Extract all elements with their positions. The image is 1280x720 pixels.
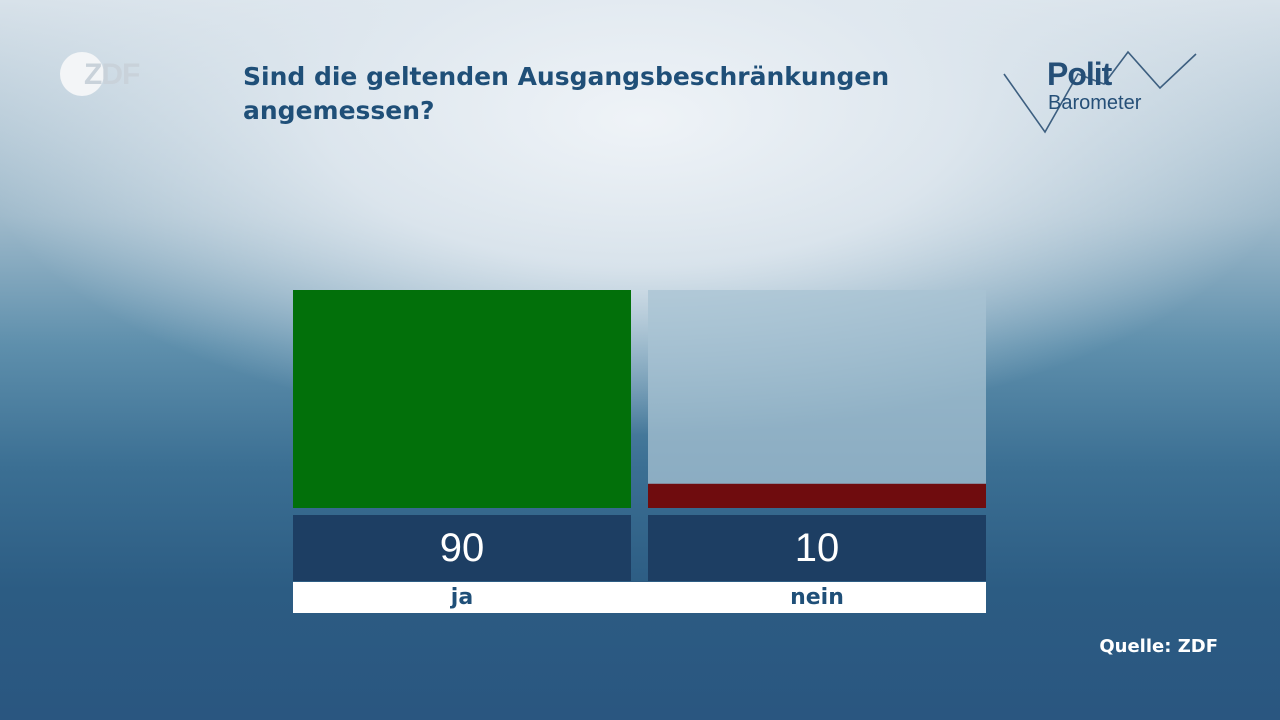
category-label-strip xyxy=(293,582,986,613)
politbarometer-word-barometer: Barometer xyxy=(1048,92,1142,114)
category-label-ja: ja xyxy=(450,585,474,610)
zdf-logo-text: ZDF xyxy=(84,58,140,91)
chart-title: Sind die geltenden Ausgangsbeschränkunge… xyxy=(243,62,890,125)
bar-track-nein xyxy=(648,290,986,508)
value-label-nein: 10 xyxy=(648,515,986,581)
source-note: Quelle: ZDF xyxy=(1099,636,1218,657)
category-label-nein: nein xyxy=(790,585,844,610)
politbarometer-zigzag-icon xyxy=(1003,50,1197,134)
politbarometer-logo: Polit Barometer xyxy=(1000,48,1205,140)
bar-ja xyxy=(293,290,631,508)
bar-chart: 90 10 ja nein xyxy=(293,290,986,613)
zdf-logo-circle xyxy=(60,52,104,96)
bar-chart-plot xyxy=(293,290,986,508)
politbarometer-word-polit: Polit xyxy=(1047,56,1112,92)
zdf-logo: ZDF xyxy=(60,52,150,98)
bar-nein xyxy=(648,483,986,508)
value-label-ja: 90 xyxy=(293,515,631,581)
